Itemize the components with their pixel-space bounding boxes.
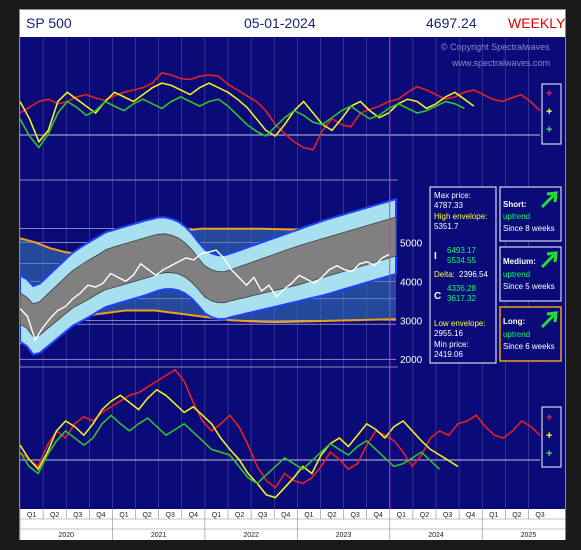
trend-long-since: Since 6 weeks	[503, 342, 555, 351]
legend-plus-yellow-bottom: +	[546, 430, 552, 442]
price-line	[20, 249, 391, 342]
trend-medium-since: Since 5 weeks	[503, 282, 555, 291]
copyright-text: © Copyright Spectralwaves	[441, 42, 550, 52]
arrow-up-icon	[540, 311, 558, 329]
trend-long-label: Long:	[503, 317, 525, 326]
quarter-tick-label: Q3	[350, 512, 359, 519]
inner-band	[20, 216, 397, 338]
legend-plus-green-bottom: +	[546, 448, 552, 460]
quarter-tick-label: Q4	[189, 512, 198, 519]
trend-short-label: Short:	[503, 200, 527, 209]
quarter-tick-label: Q2	[235, 512, 244, 519]
trend-panel-short: Short: uptrend Since 8 weeks	[499, 186, 562, 242]
c-value-2: 3617.32	[447, 294, 476, 303]
quarter-tick-label: Q3	[258, 512, 267, 519]
min-price-value: 2419.06	[434, 350, 463, 359]
high-envelope-value: 5351.7	[434, 222, 459, 231]
quarter-tick-label: Q2	[512, 512, 521, 519]
bottom-oscillator	[20, 368, 541, 499]
website-text: www.spectralwaves.com	[451, 58, 550, 68]
high-envelope-label: High envelope:	[434, 212, 487, 221]
price-tick-label: 2000	[400, 355, 423, 366]
trend-panel-long: Long: uptrend Since 6 weeks	[499, 306, 562, 362]
chart-canvas: 5000 4000 3000 2000 © Copyright Spectralwav…	[20, 37, 565, 540]
quarter-tick-label: Q2	[420, 512, 429, 519]
i-label: I	[434, 251, 437, 262]
info-panel: Max price: 4787.33 High envelope: 5351.7…	[429, 186, 497, 364]
year-tick-label: 2021	[151, 532, 167, 539]
quarter-tick-label: Q1	[397, 512, 406, 519]
legend-plus-red-bottom: +	[546, 412, 552, 424]
trend-medium-status: uptrend	[503, 270, 530, 279]
legend-plus-red: +	[546, 88, 552, 100]
quarter-tick-label: Q1	[119, 512, 128, 519]
delta-value: 2396.54	[459, 270, 488, 279]
price-tick-label: 3000	[400, 316, 423, 327]
quarter-tick-label: Q2	[327, 512, 336, 519]
top-oscillator	[20, 71, 541, 151]
year-tick-label: 2024	[428, 532, 444, 539]
timeframe-label: WEEKLY	[508, 15, 566, 31]
trend-short-status: uptrend	[503, 212, 530, 221]
year-tick-label: 2022	[243, 532, 259, 539]
arrow-up-icon	[540, 251, 558, 269]
year-tick-label: 2020	[58, 532, 74, 539]
year-tick-label: 2025	[521, 532, 537, 539]
legend-plus-yellow: +	[546, 106, 552, 118]
quarter-tick-label: Q4	[281, 512, 290, 519]
i-value-2: 5534.55	[447, 256, 476, 265]
c-label: C	[434, 291, 441, 302]
trend-panel-medium: Medium: uptrend Since 5 weeks	[499, 246, 562, 302]
time-axis: Q1 Q2 Q3 Q4 Q1 Q2 Q3 Q4 Q1 Q2 Q3 Q4 Q1 Q2 Q3 Q4 Q1 Q2 Q3 Q4…	[20, 509, 565, 540]
legend-box-top: + + +	[541, 83, 562, 145]
quarter-tick-label: Q4	[466, 512, 475, 519]
min-price-label: Min price:	[434, 340, 469, 349]
arrow-up-icon	[540, 191, 558, 209]
trend-medium-label: Medium:	[503, 257, 536, 266]
quarter-tick-label: Q1	[304, 512, 313, 519]
quarter-tick-label: Q4	[96, 512, 105, 519]
green-oscillator-line	[20, 414, 441, 485]
quarter-tick-label: Q1	[27, 512, 36, 519]
low-envelope-label: Low envelope:	[434, 319, 486, 328]
price-tick-label: 4000	[400, 277, 423, 288]
low-envelope-value: 2955.16	[434, 329, 463, 338]
delta-label: Delta:	[434, 270, 455, 279]
chart-header: SP 500 05-01-2024 4697.24 WEEKLY	[20, 10, 565, 37]
price-chart: 5000 4000 3000 2000	[20, 197, 423, 366]
legend-plus-green: +	[546, 124, 552, 136]
quarter-tick-label: Q3	[535, 512, 544, 519]
green-oscillator-line	[20, 96, 465, 149]
quarter-tick-label: Q1	[489, 512, 498, 519]
date-label: 05-01-2024	[244, 15, 316, 31]
price-tick-label: 5000	[400, 238, 423, 249]
max-price-label: Max price:	[434, 191, 471, 200]
quarter-tick-label: Q3	[166, 512, 175, 519]
yellow-oscillator-line	[20, 388, 459, 499]
trend-short-since: Since 8 weeks	[503, 224, 555, 233]
chart-frame: SP 500 05-01-2024 4697.24 WEEKLY 5000 400…	[19, 9, 566, 540]
year-tick-label: 2023	[336, 532, 352, 539]
quarter-tick-label: Q4	[374, 512, 383, 519]
quarter-tick-label: Q3	[443, 512, 452, 519]
legend-box-bottom: + + +	[541, 406, 562, 468]
red-oscillator-line	[20, 368, 541, 489]
i-value-1: 6493.17	[447, 246, 476, 255]
c-value-1: 4336.28	[447, 284, 476, 293]
price-label: 4697.24	[426, 15, 477, 31]
symbol-label: SP 500	[26, 15, 72, 31]
trend-long-status: uptrend	[503, 330, 530, 339]
quarter-tick-label: Q3	[73, 512, 82, 519]
max-price-value: 4787.33	[434, 201, 463, 210]
quarter-tick-label: Q2	[142, 512, 151, 519]
quarter-tick-label: Q1	[212, 512, 221, 519]
quarter-tick-label: Q2	[50, 512, 59, 519]
